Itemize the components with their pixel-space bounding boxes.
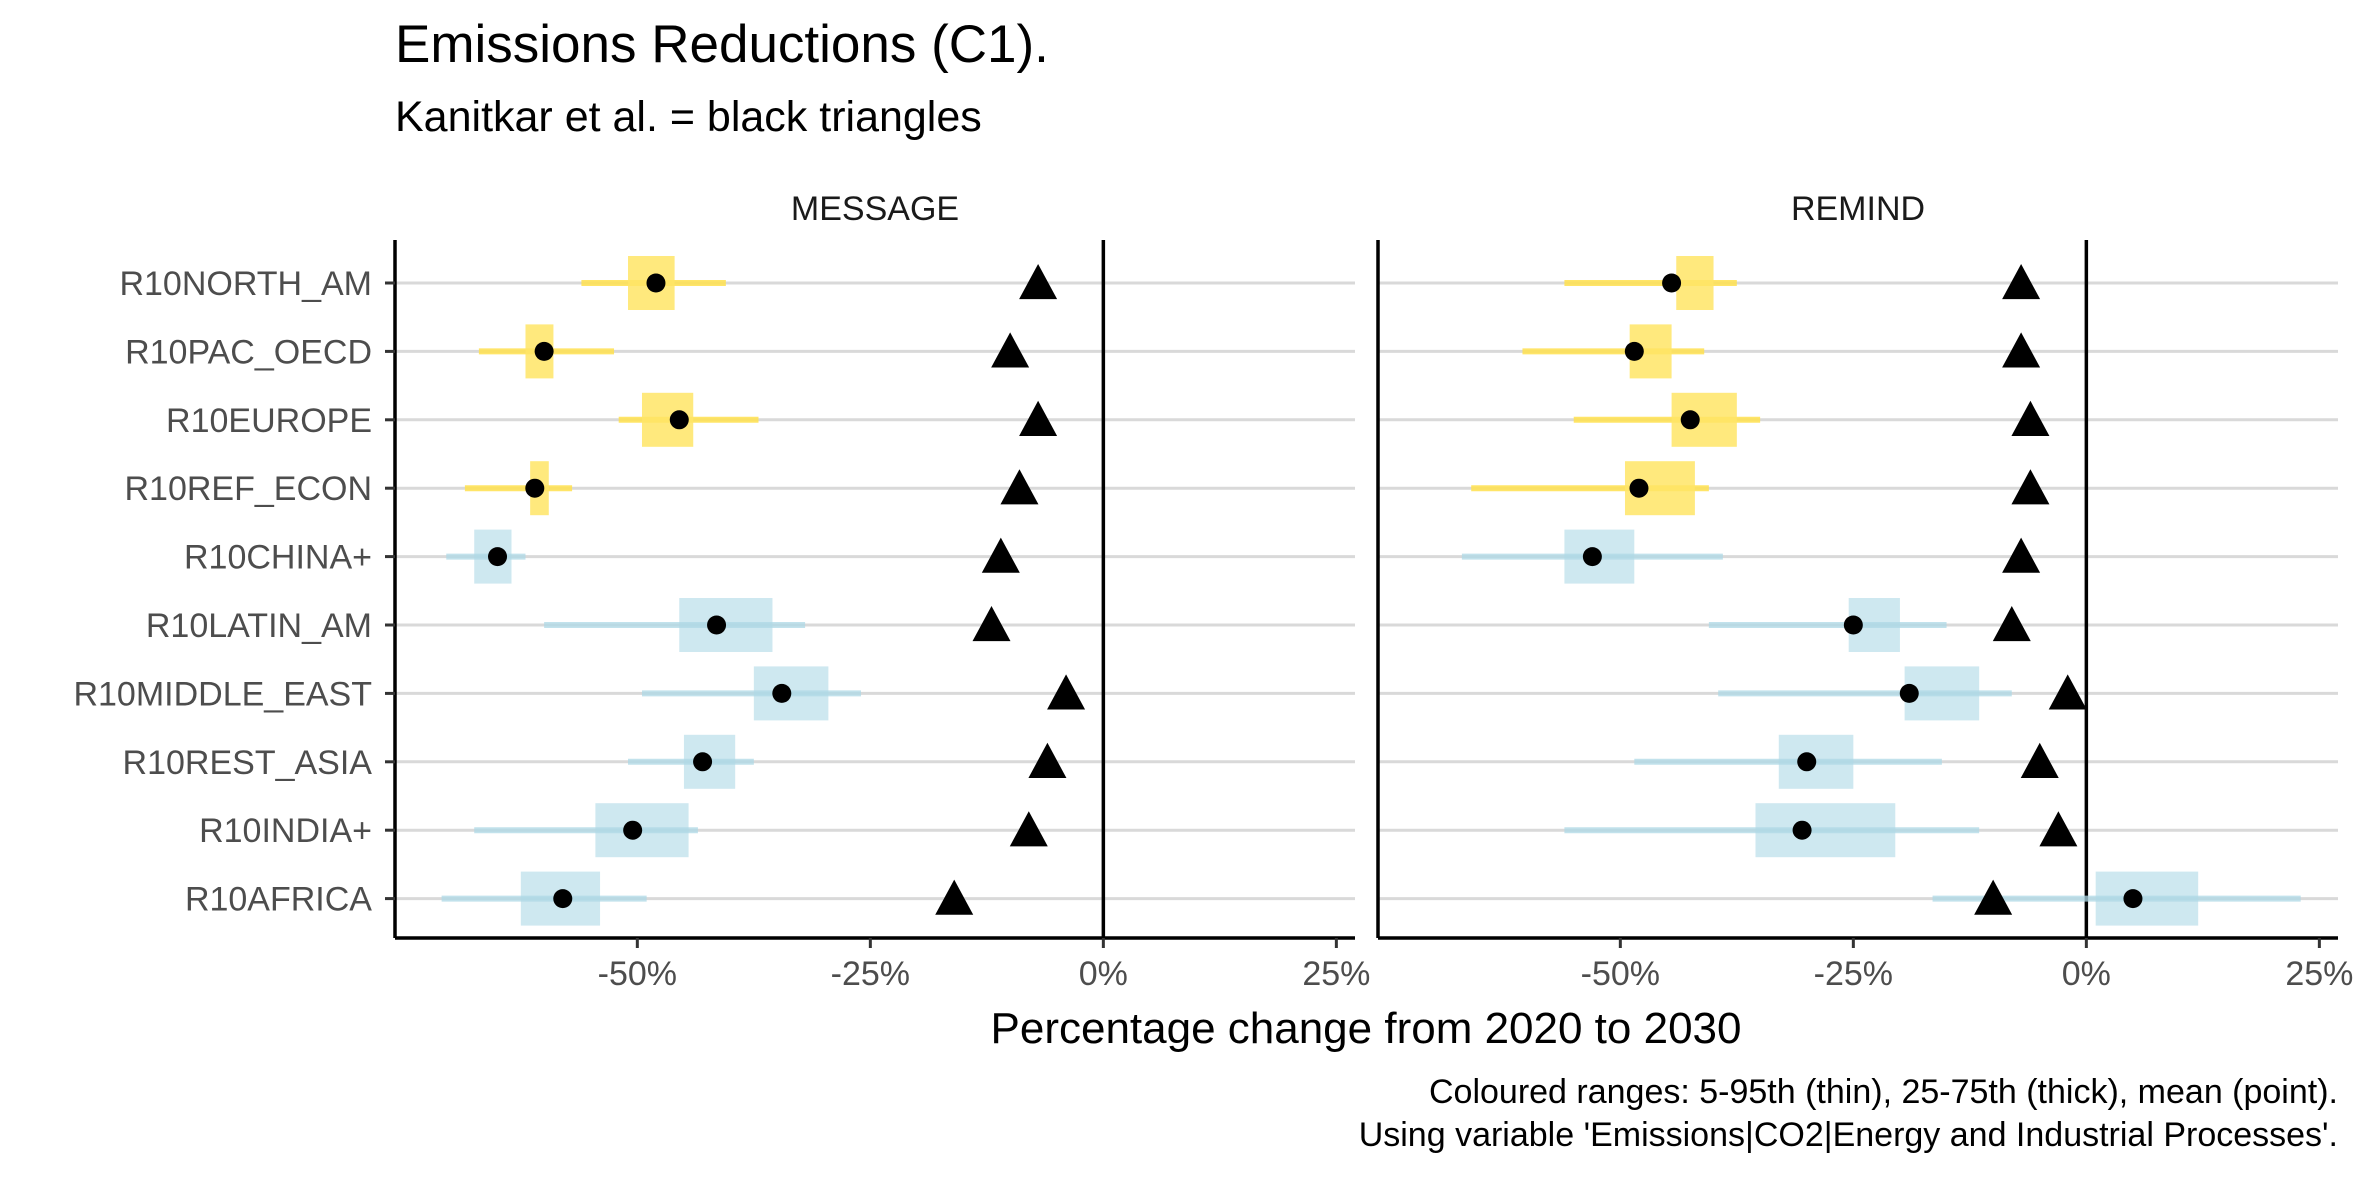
x-tick-label: 0% [2062, 955, 2111, 993]
mean-point [669, 410, 689, 430]
kanitkar-triangle [1009, 811, 1048, 847]
mean-point [488, 547, 508, 567]
kanitkar-triangle [2048, 674, 2087, 710]
x-tick-label: 0% [1079, 955, 1128, 993]
x-axis-label: Percentage change from 2020 to 2030 [991, 1004, 1742, 1053]
mean-point [1792, 820, 1812, 840]
range-25-75 [2095, 871, 2199, 926]
y-tick-label: R10LATIN_AM [146, 607, 372, 645]
kanitkar-triangle [2011, 469, 2050, 505]
kanitkar-triangle [2020, 742, 2059, 778]
y-tick-label: R10REF_ECON [124, 470, 372, 508]
y-tick-label: R10CHINA+ [184, 539, 372, 577]
kanitkar-triangle [1974, 879, 2013, 915]
x-tick-label: -25% [831, 955, 910, 993]
panel-strip-label: REMIND [1791, 190, 1925, 228]
chart-subtitle: Kanitkar et al. = black triangles [395, 93, 982, 141]
x-tick-label: -50% [1581, 955, 1660, 993]
x-tick-label: -50% [598, 955, 677, 993]
kanitkar-triangle [972, 606, 1011, 642]
mean-point [2123, 889, 2143, 909]
kanitkar-triangle [981, 537, 1020, 573]
mean-point [693, 752, 713, 772]
y-tick-label: R10REST_ASIA [123, 744, 373, 782]
kanitkar-triangle [2002, 537, 2041, 573]
kanitkar-triangle [2011, 400, 2050, 436]
kanitkar-triangle [935, 879, 974, 915]
chart-title: Emissions Reductions (C1). [395, 15, 1049, 74]
mean-point [707, 615, 727, 635]
x-tick-label: -25% [1814, 955, 1893, 993]
mean-point [1624, 341, 1644, 361]
mean-point [553, 889, 573, 909]
kanitkar-triangle [1019, 400, 1058, 436]
kanitkar-triangle [1992, 606, 2031, 642]
caption-line-1: Coloured ranges: 5-95th (thin), 25-75th … [1428, 1073, 2338, 1111]
y-tick-label: R10AFRICA [185, 881, 372, 919]
caption-line-2: Using variable 'Emissions|CO2|Energy and… [1358, 1116, 2338, 1154]
mean-point [1582, 547, 1602, 567]
kanitkar-triangle [2002, 264, 2041, 300]
mean-point [534, 341, 554, 361]
panel-strip-label: MESSAGE [791, 190, 959, 228]
range-25-75 [1755, 803, 1896, 858]
kanitkar-triangle [1047, 674, 1086, 710]
mean-point [772, 683, 792, 703]
chart-plot: R10NORTH_AM R10PAC_OECD R10EUROPE R10REF_EC… [73, 190, 2353, 1053]
range-25-75 [1676, 256, 1714, 310]
mean-point [525, 478, 545, 498]
kanitkar-triangle [1019, 264, 1058, 300]
y-tick-label: R10NORTH_AM [119, 265, 372, 303]
mean-point [623, 820, 643, 840]
y-tick-label: R10EUROPE [166, 402, 372, 440]
kanitkar-triangle [1000, 469, 1039, 505]
kanitkar-triangle [991, 332, 1030, 368]
kanitkar-triangle [1028, 742, 1067, 778]
kanitkar-triangle [2039, 811, 2078, 847]
y-tick-label: R10INDIA+ [199, 812, 372, 850]
mean-point [646, 273, 666, 293]
mean-point [1662, 273, 1682, 293]
kanitkar-triangle [2002, 332, 2041, 368]
mean-point [1629, 478, 1649, 498]
mean-point [1797, 752, 1817, 772]
y-tick-label: R10MIDDLE_EAST [73, 675, 372, 713]
mean-point [1680, 410, 1700, 430]
mean-point [1899, 683, 1919, 703]
x-tick-label: 25% [1302, 955, 1370, 993]
x-tick-label: 25% [2285, 955, 2353, 993]
y-tick-label: R10PAC_OECD [125, 333, 372, 371]
mean-point [1843, 615, 1863, 635]
